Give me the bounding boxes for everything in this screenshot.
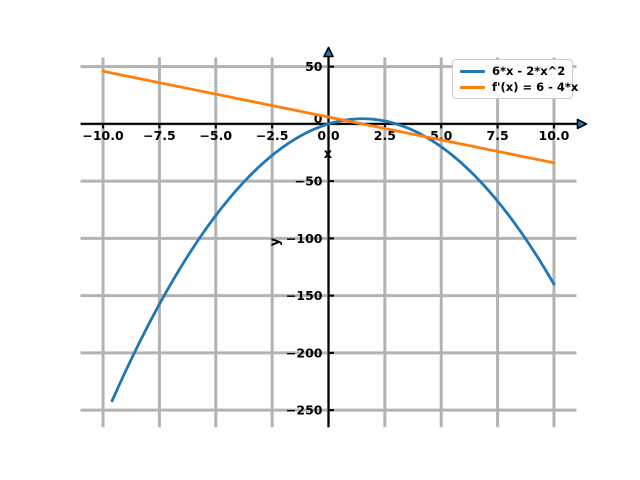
y-tick-label: −100 [286,231,323,246]
legend-line-swatch-blue [460,69,485,73]
y-axis-arrow-icon [323,46,334,58]
legend-item: 6*x - 2*x^2 [460,64,565,78]
legend: 6*x - 2*x^2 f'(x) = 6 - 4*x [452,59,578,99]
legend-label: f'(x) = 6 - 4*x [492,80,579,94]
y-tick-label: 0 [314,111,323,126]
legend-label: 6*x - 2*x^2 [492,64,566,78]
tick-layer: −10.0−7.5−5.0−2.50.02.55.07.510.0500−50−… [82,59,569,417]
x-tick-label: −2.5 [256,128,289,143]
y-axis-label: y [268,237,283,246]
x-tick-label: 10.0 [539,128,570,143]
y-tick-label: 50 [305,59,323,74]
x-tick-label: 7.5 [487,128,509,143]
y-tick-label: −250 [286,403,323,418]
series-curve-0 [110,117,556,403]
series-layer [101,69,556,403]
y-tick-label: −50 [295,174,323,189]
y-tick-label: −200 [286,345,323,360]
x-tick-label: −5.0 [199,128,232,143]
x-tick-label: −7.5 [143,128,176,143]
series-curve-1 [101,69,556,165]
x-tick-label: −10.0 [82,128,124,143]
legend-item: f'(x) = 6 - 4*x [460,80,578,94]
x-axis-arrow-icon [576,118,588,130]
y-tick-label: −150 [286,288,323,303]
legend-line-swatch-orange [460,85,485,89]
x-tick-label: 2.5 [374,128,396,143]
